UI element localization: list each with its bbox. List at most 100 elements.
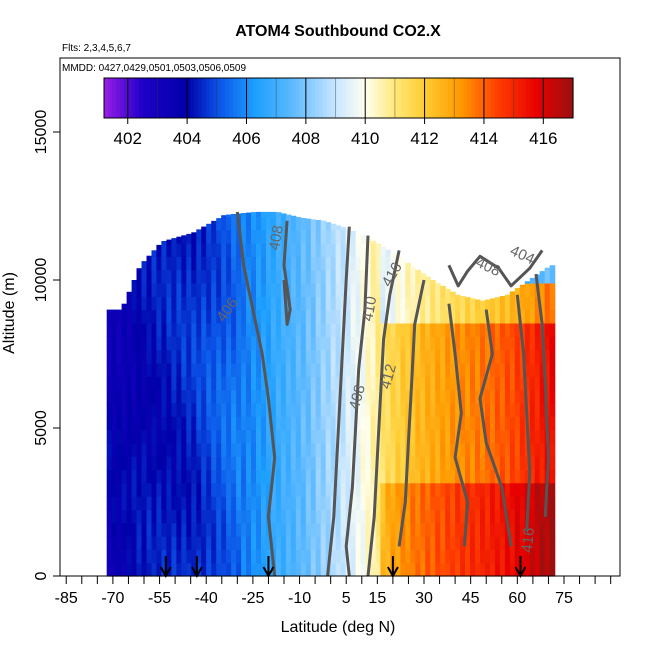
colorbar-cell xyxy=(342,78,347,118)
heatmap-cell xyxy=(494,349,501,364)
heatmap-cell xyxy=(171,536,177,550)
heatmap-cell xyxy=(504,294,511,297)
heatmap-cell xyxy=(141,536,148,550)
heatmap-cell xyxy=(241,536,247,550)
heatmap-cell xyxy=(395,429,401,444)
heatmap-cell xyxy=(490,416,496,431)
heatmap-cell xyxy=(315,536,322,550)
heatmap-cell xyxy=(450,296,456,311)
heatmap-cell xyxy=(266,309,272,324)
heatmap-cell xyxy=(445,402,451,417)
colorbar-cell xyxy=(158,78,164,118)
heatmap-cell xyxy=(415,496,421,510)
heatmap-cell xyxy=(440,336,446,351)
heatmap-cell xyxy=(365,416,372,431)
heatmap-cell xyxy=(246,296,252,311)
heatmap-cell xyxy=(211,522,217,537)
heatmap-cell xyxy=(151,482,158,497)
heatmap-cell xyxy=(345,429,352,444)
heatmap-cell xyxy=(420,349,426,364)
heatmap-cell xyxy=(261,522,267,537)
heatmap-cell xyxy=(475,309,481,324)
heatmap-cell xyxy=(315,322,322,337)
heatmap-cell xyxy=(425,402,431,417)
heatmap-cell xyxy=(475,456,481,470)
heatmap-cell xyxy=(256,469,262,484)
heatmap-cell xyxy=(290,322,297,337)
heatmap-cell xyxy=(410,562,416,577)
heatmap-cell xyxy=(221,322,227,337)
heatmap-cell xyxy=(176,283,182,297)
heatmap-cell xyxy=(305,218,312,231)
heatmap-cell xyxy=(106,349,113,364)
heatmap-cell xyxy=(425,296,431,311)
heatmap-cell xyxy=(106,309,113,324)
heatmap-cell xyxy=(106,496,113,510)
heatmap-cell xyxy=(126,389,133,404)
heatmap-cell xyxy=(121,416,128,431)
x-tick-label: 15 xyxy=(368,590,386,607)
heatmap-cell xyxy=(290,309,297,324)
heatmap-cell xyxy=(146,536,153,550)
heatmap-cell xyxy=(295,562,302,577)
heatmap-cell xyxy=(355,536,362,550)
heatmap-cell xyxy=(410,269,416,284)
heatmap-cell xyxy=(415,469,421,484)
heatmap-cell xyxy=(400,442,406,457)
heatmap-cell xyxy=(226,416,232,431)
heatmap-cell xyxy=(261,256,267,271)
heatmap-cell xyxy=(146,402,153,417)
heatmap-cell xyxy=(285,496,292,510)
heatmap-cell xyxy=(266,362,272,377)
heatmap-cell xyxy=(241,349,247,364)
colorbar-cell xyxy=(490,78,496,118)
heatmap-cell xyxy=(475,336,481,351)
heatmap-cell xyxy=(455,309,461,324)
heatmap-cell xyxy=(320,509,327,524)
heatmap-cell xyxy=(529,442,536,457)
heatmap-cell xyxy=(310,256,317,271)
heatmap-cell xyxy=(136,522,143,537)
heatmap-cell xyxy=(196,243,202,257)
heatmap-cell xyxy=(385,509,391,524)
heatmap-cell xyxy=(191,389,197,404)
heatmap-cell xyxy=(380,246,386,257)
heatmap-cell xyxy=(350,349,357,364)
heatmap-cell xyxy=(201,229,207,244)
heatmap-cell xyxy=(539,362,546,377)
heatmap-cell xyxy=(206,256,212,271)
heatmap-cell xyxy=(330,469,337,484)
heatmap-cell xyxy=(485,429,491,444)
heatmap-cell xyxy=(430,482,436,497)
heatmap-cell xyxy=(285,549,292,564)
heatmap-cell xyxy=(485,389,491,404)
heatmap-cell xyxy=(420,536,426,550)
colorbar-cell xyxy=(471,78,476,118)
colorbar-cell xyxy=(389,78,394,118)
heatmap-cell xyxy=(186,243,192,257)
heatmap-cell xyxy=(106,522,113,537)
heatmap-cell xyxy=(131,280,138,284)
heatmap-cell xyxy=(370,362,377,377)
heatmap-cell xyxy=(206,429,212,444)
heatmap-cell xyxy=(499,562,506,577)
heatmap-cell xyxy=(460,322,466,337)
heatmap-cell xyxy=(111,402,118,417)
heatmap-cell xyxy=(290,522,297,537)
heatmap-cell xyxy=(395,362,401,377)
heatmap-cell xyxy=(400,482,406,497)
heatmap-cell xyxy=(266,322,272,337)
heatmap-cell xyxy=(121,509,128,524)
heatmap-cell xyxy=(236,549,242,564)
heatmap-cell xyxy=(261,389,267,404)
heatmap-cell xyxy=(236,562,242,577)
heatmap-cell xyxy=(280,562,287,577)
heatmap-cell xyxy=(146,469,153,484)
heatmap-cell xyxy=(156,244,162,257)
heatmap-cell xyxy=(405,389,411,404)
heatmap-cell xyxy=(430,416,436,431)
heatmap-cell xyxy=(176,389,182,404)
heatmap-cell xyxy=(335,562,342,577)
heatmap-cell xyxy=(216,229,222,244)
heatmap-cell xyxy=(295,442,302,457)
